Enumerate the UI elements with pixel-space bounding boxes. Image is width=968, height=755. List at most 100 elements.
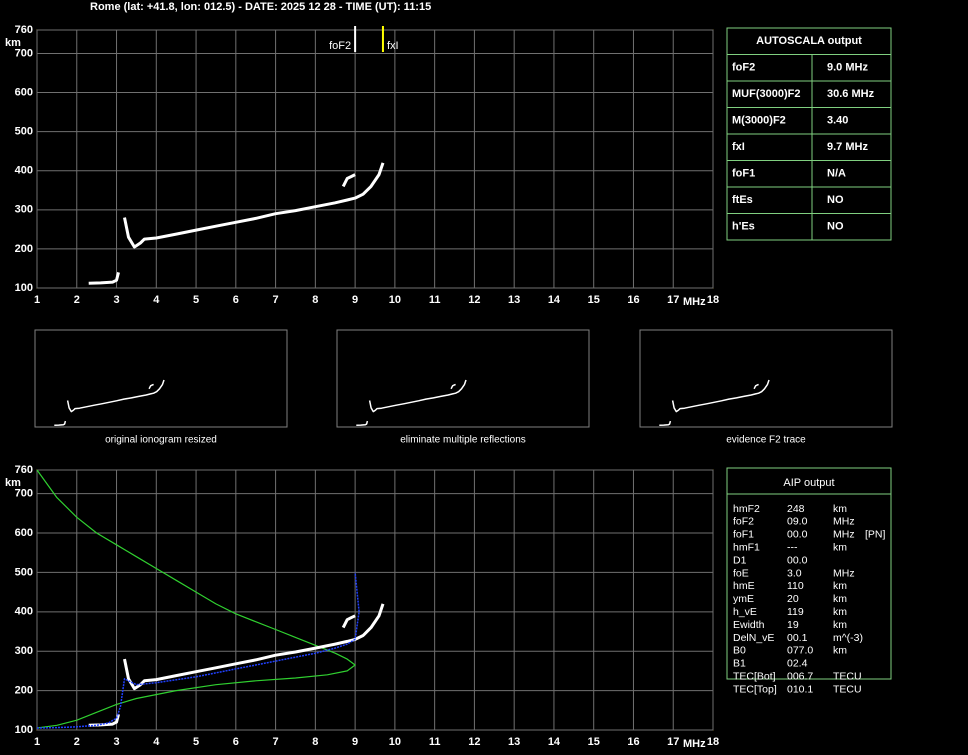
y-tick-label: 400	[15, 606, 33, 618]
x-tick-label: 10	[389, 294, 401, 306]
x-tick-label: 13	[508, 736, 520, 748]
aip-cell: TECU	[833, 670, 862, 682]
param-value: NO	[827, 221, 844, 233]
param-name: MUF(3000)F2	[732, 88, 800, 100]
param-name: foF1	[732, 168, 755, 180]
thumbnail	[34, 329, 288, 428]
thumbnail-caption: eliminate multiple reflections	[400, 435, 526, 446]
aip-cell: MHz	[833, 529, 855, 541]
aip-cell: km	[833, 645, 847, 657]
x-tick-label: 5	[193, 294, 199, 306]
y-tick-label: 760	[15, 24, 33, 36]
param-value: 9.0 MHz	[827, 62, 868, 74]
aip-cell: km	[833, 541, 847, 553]
aip-cell: Ewidth	[733, 619, 765, 631]
aip-cell: foF1	[733, 529, 754, 541]
marker-label: fxI	[387, 40, 399, 52]
x-tick-label: 13	[508, 294, 520, 306]
y-tick-label: 600	[15, 86, 33, 98]
x-tick-label: 8	[312, 294, 318, 306]
x-tick-label: 1	[34, 294, 40, 306]
aip-box	[726, 467, 892, 680]
aip-cell: 20	[787, 593, 799, 605]
aip-cell: 00.0	[787, 529, 808, 541]
x-tick-label: 7	[273, 294, 279, 306]
aip-cell: DelN_vE	[733, 632, 774, 644]
aip-cell: ---	[787, 541, 798, 553]
param-value: 3.40	[827, 115, 848, 127]
y-unit: km	[5, 37, 21, 49]
aip-cell: hmF1	[733, 541, 760, 553]
echo-trace	[88, 162, 385, 285]
aip-cell: MHz	[833, 567, 855, 579]
aip-cell: [PN]	[865, 529, 886, 541]
y-tick-label: 700	[15, 47, 33, 59]
aip-cell: 00.1	[787, 632, 808, 644]
aip-cell: km	[833, 606, 847, 618]
thumbnail-trace	[356, 379, 467, 426]
x-tick-label: 14	[548, 736, 561, 748]
y-tick-label: 300	[15, 645, 33, 657]
y-tick-label: 600	[15, 527, 33, 539]
aip-cell: km	[833, 580, 847, 592]
aip-cell: D1	[733, 554, 747, 566]
y-unit: km	[5, 477, 21, 489]
aip-cell: h_vE	[733, 606, 757, 618]
param-name: h'Es	[732, 221, 755, 233]
thumbnail-caption: evidence F2 trace	[726, 435, 806, 446]
param-value: NO	[827, 194, 844, 206]
param-value: N/A	[827, 168, 846, 180]
x-tick-label: 12	[468, 736, 480, 748]
aip-cell: 248	[787, 503, 805, 515]
plot-area	[36, 469, 714, 731]
y-tick-label: 100	[15, 724, 33, 736]
aip-cell: 119	[787, 606, 804, 618]
aip-cell: 077.0	[787, 645, 813, 657]
param-name: M(3000)F2	[732, 115, 786, 127]
param-name: foF2	[732, 62, 755, 74]
x-tick-label: 4	[153, 294, 160, 306]
x-tick-label: 6	[233, 294, 239, 306]
x-tick-label: 3	[113, 736, 119, 748]
fitted-trace	[36, 572, 360, 729]
aip-cell: MHz	[833, 516, 855, 528]
thumbnail-caption: original ionogram resized	[105, 435, 217, 446]
param-name: ftEs	[732, 194, 753, 206]
y-tick-label: 500	[15, 126, 33, 138]
autoscala-title: AUTOSCALA output	[756, 35, 862, 47]
x-tick-label: 2	[74, 294, 80, 306]
aip-title: AIP output	[783, 477, 834, 489]
aip-cell: km	[833, 503, 847, 515]
x-tick-label: 15	[588, 736, 600, 748]
aip-cell: foF2	[733, 516, 754, 528]
thumbnail	[336, 329, 590, 428]
aip-cell: 3.0	[787, 567, 802, 579]
aip-cell: B1	[733, 658, 746, 670]
x-tick-label: 10	[389, 736, 401, 748]
y-tick-label: 700	[15, 488, 33, 500]
aip-cell: 02.4	[787, 658, 808, 670]
x-tick-label: 17	[667, 294, 679, 306]
param-name: fxI	[732, 141, 745, 153]
y-tick-label: 200	[15, 685, 33, 697]
aip-cell: 00.0	[787, 554, 808, 566]
aip-cell: TEC[Top]	[733, 683, 777, 695]
aip-cell: 010.1	[787, 683, 813, 695]
x-tick-label: 7	[273, 736, 279, 748]
x-tick-label: 11	[429, 294, 441, 306]
aip-cell: ymE	[733, 593, 754, 605]
x-unit: MHz	[683, 296, 706, 308]
x-tick-label: 2	[74, 736, 80, 748]
aip-cell: 09.0	[787, 516, 808, 528]
x-tick-label: 4	[153, 736, 160, 748]
aip-cell: TEC[Bot]	[733, 670, 776, 682]
y-tick-label: 300	[15, 204, 33, 216]
x-tick-label: 16	[627, 294, 639, 306]
x-tick-label: 17	[667, 736, 679, 748]
aip-cell: 19	[787, 619, 799, 631]
x-tick-label: 9	[352, 736, 358, 748]
y-tick-label: 400	[15, 165, 33, 177]
thumbnail-trace	[54, 379, 165, 426]
thumbnail-trace	[659, 379, 770, 426]
